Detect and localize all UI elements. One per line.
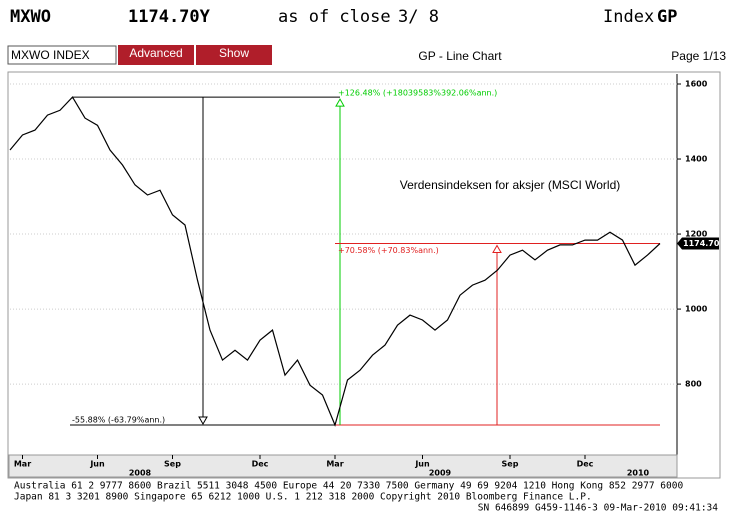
input[interactable]: MXWO INDEX <box>11 48 90 62</box>
y-tick-label: 800 <box>685 380 702 389</box>
x-tick-label: Mar <box>14 460 31 469</box>
last-price-tag <box>677 237 719 250</box>
y-tick-label: 1600 <box>685 80 708 89</box>
function: GP <box>657 7 677 27</box>
footer-line: SN 646899 G459-1146-3 09-Mar-2010 09:41:… <box>478 503 718 514</box>
year-label: 2010 <box>627 469 650 478</box>
year-label: 2008 <box>129 469 152 478</box>
footer-line: Japan 81 3 3201 8900 Singapore 65 6212 1… <box>14 492 592 503</box>
page: Page 1/13 <box>671 49 726 63</box>
y-tick-label: 1200 <box>685 230 708 239</box>
y-tick-label: 1400 <box>685 155 708 164</box>
x-tick-label: Dec <box>577 460 594 469</box>
arrow-head <box>198 416 208 425</box>
last-price: 1174.70 <box>683 239 720 248</box>
kind: Index <box>603 7 654 27</box>
price-line <box>9 96 661 427</box>
advanced[interactable]: Advanced <box>129 46 182 60</box>
x-tick-label: Sep <box>164 460 181 469</box>
x-tick-label: Sep <box>502 460 519 469</box>
annotation: +126.48% (+18039583%392.06%ann.) <box>338 89 497 98</box>
ticker: MXWO <box>10 7 51 27</box>
x-axis-band <box>8 454 678 478</box>
arrow-head <box>492 244 502 254</box>
date: 3/ 8 <box>398 7 439 27</box>
footer-line: Australia 61 2 9777 8600 Brazil 5511 304… <box>14 481 683 492</box>
annotation: +70.58% (+70.83%ann.) <box>338 246 439 255</box>
x-tick-label: Jun <box>89 460 105 469</box>
chart-title: Verdensindeksen for aksjer (MSCI World) <box>400 178 621 192</box>
arrow-head <box>335 98 345 107</box>
as-of: as of close <box>278 7 391 27</box>
price: 1174.70Y <box>128 7 211 27</box>
show-button[interactable] <box>196 45 272 65</box>
advanced-button[interactable] <box>118 45 194 65</box>
x-tick-label: Jun <box>414 460 430 469</box>
chart-frame <box>7 71 721 479</box>
show[interactable]: Show <box>219 46 249 60</box>
annotation: -55.88% (-63.79%ann.) <box>72 415 165 424</box>
y-tick-label: 1000 <box>685 305 708 314</box>
x-tick-label: Dec <box>252 460 269 469</box>
x-tick-label: Mar <box>326 460 343 469</box>
screen-title: GP - Line Chart <box>418 49 502 63</box>
year-label: 2009 <box>429 469 452 478</box>
input-box[interactable] <box>7 45 117 65</box>
